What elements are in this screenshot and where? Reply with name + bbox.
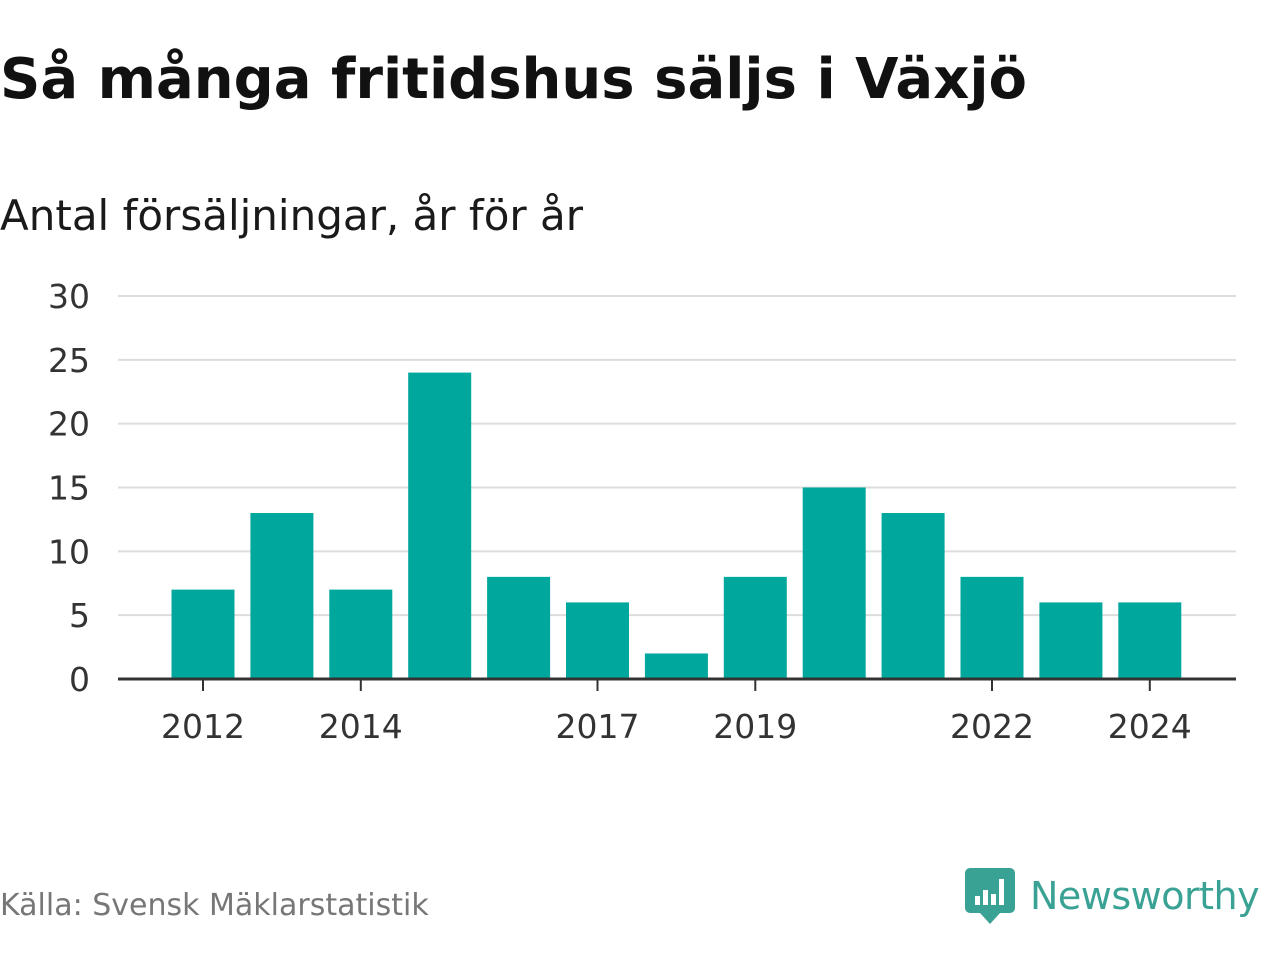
x-tick-label: 2019 [713, 707, 797, 746]
chart-title: Så många fritidshus säljs i Växjö [0, 47, 1028, 112]
y-tick-label: 5 [69, 596, 90, 635]
y-tick-label: 0 [69, 660, 90, 699]
brand-logo[interactable]: Newsworthy [964, 864, 1260, 928]
bars [171, 372, 1182, 679]
bar-chart: 2012 2014 2017 2019 2022 2024 0 5 10 15 20 25 30 [48, 277, 1236, 746]
x-tick-label: 2022 [950, 707, 1034, 746]
y-tick-label: 25 [48, 341, 90, 380]
x-axis-ticks: 2012 2014 2017 2019 2022 2024 [161, 679, 1192, 746]
bar-2013 [250, 513, 314, 679]
y-tick-label: 30 [48, 277, 90, 316]
bar-2015 [408, 372, 472, 679]
bar-2018 [644, 653, 708, 679]
bar-2016 [487, 576, 551, 679]
bar-2021 [881, 513, 945, 679]
bar-2019 [723, 576, 787, 679]
x-tick-label: 2014 [319, 707, 403, 746]
brand-name: Newsworthy [1030, 874, 1260, 918]
y-tick-label: 15 [48, 469, 90, 508]
bar-2014 [329, 589, 393, 679]
bar-2017 [566, 602, 629, 679]
y-axis-tick-labels: 0 5 10 15 20 25 30 [48, 277, 90, 699]
bar-2024 [1118, 602, 1182, 679]
chart-subtitle: Antal försäljningar, år för år [0, 191, 584, 240]
x-tick-label: 2024 [1108, 707, 1192, 746]
bar-2022 [960, 576, 1024, 679]
speech-bubble-bar-chart-icon [965, 868, 1015, 924]
y-tick-label: 10 [48, 532, 90, 571]
y-tick-label: 20 [48, 405, 90, 444]
bar-2012 [171, 589, 235, 679]
bar-2023 [1039, 602, 1103, 679]
source-note: Källa: Svensk Mäklarstatistik [0, 888, 429, 923]
bar-2020 [802, 487, 866, 679]
x-tick-label: 2012 [161, 707, 245, 746]
x-tick-label: 2017 [556, 707, 640, 746]
